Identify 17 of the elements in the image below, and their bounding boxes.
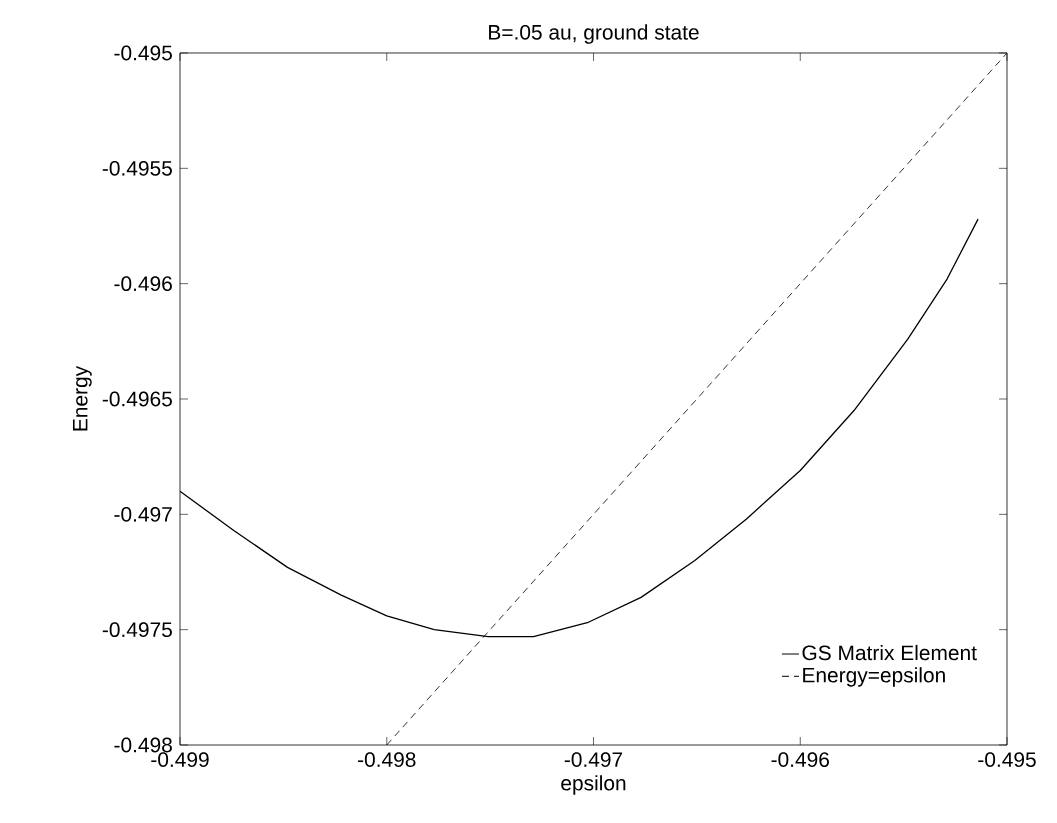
x-tick-label: -0.499 [151, 752, 209, 767]
y-axis-title: Energy [72, 365, 92, 431]
x-axis-title: epsilon [561, 775, 626, 795]
y-tick-label: -0.497 [114, 506, 172, 522]
y-tick-label: -0.498 [114, 737, 172, 753]
x-tick-label: -0.497 [564, 752, 623, 767]
x-tick-label: -0.495 [978, 752, 1036, 767]
y-tick-label: -0.4955 [102, 160, 172, 176]
y-tick-label: -0.495 [114, 45, 172, 61]
x-tick-label: -0.496 [771, 752, 829, 767]
y-tick-label: -0.4965 [102, 391, 172, 407]
legend-label: GS Matrix Element [802, 644, 977, 661]
y-tick-label: -0.4975 [102, 622, 172, 638]
y-tick-label: -0.496 [114, 276, 172, 292]
chart-title: B=.05 au, ground state [489, 24, 699, 44]
legend-label: Energy=epsilon [803, 667, 945, 687]
x-tick-label: -0.498 [358, 752, 416, 767]
